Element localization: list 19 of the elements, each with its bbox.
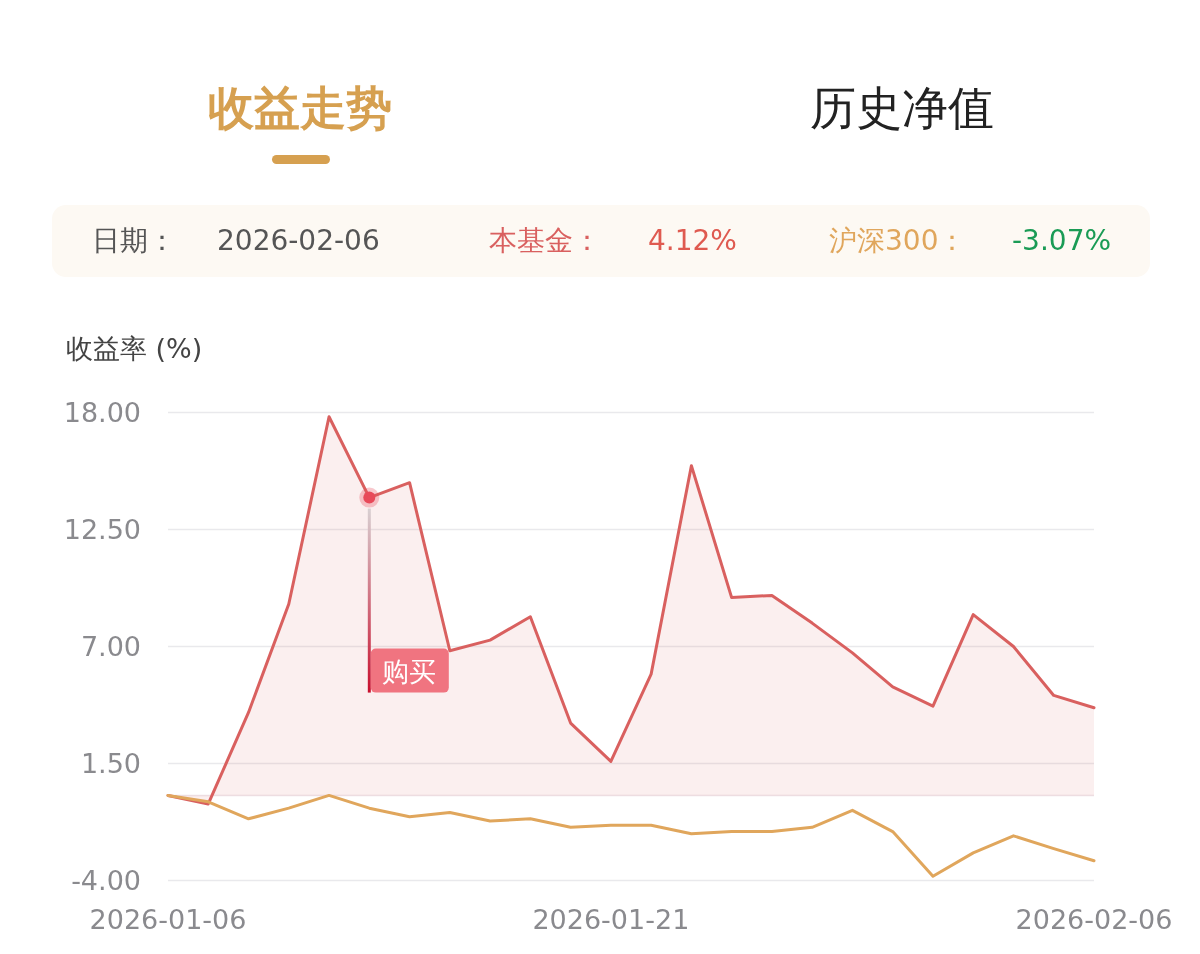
- y-tick-label: 1.50: [80, 747, 141, 779]
- y-tick-label: 12.50: [63, 513, 141, 545]
- text: 4.12%: [648, 224, 737, 257]
- y-axis-title: 收益率 (%): [66, 333, 203, 364]
- text: 沪深300：: [829, 224, 967, 257]
- y-tick-label: 7.00: [80, 630, 141, 662]
- y-tick-label: 18.00: [63, 396, 141, 428]
- text: -3.07%: [1012, 224, 1112, 257]
- x-tick-label: 2026-01-06: [89, 904, 247, 935]
- text: 日期：: [92, 224, 176, 257]
- x-tick-label: 2026-01-21: [532, 904, 690, 935]
- text: 本基金：: [489, 224, 601, 257]
- annotation: 购买: [382, 655, 437, 687]
- line-series: [166, 793, 1096, 878]
- chart-title: 收益走势: [208, 81, 392, 135]
- text: 2026-02-06: [217, 224, 380, 257]
- x-tick-label: 2026-02-06: [1015, 904, 1173, 935]
- y-tick-label: -4.00: [71, 864, 141, 896]
- text: 历史净值: [810, 81, 994, 135]
